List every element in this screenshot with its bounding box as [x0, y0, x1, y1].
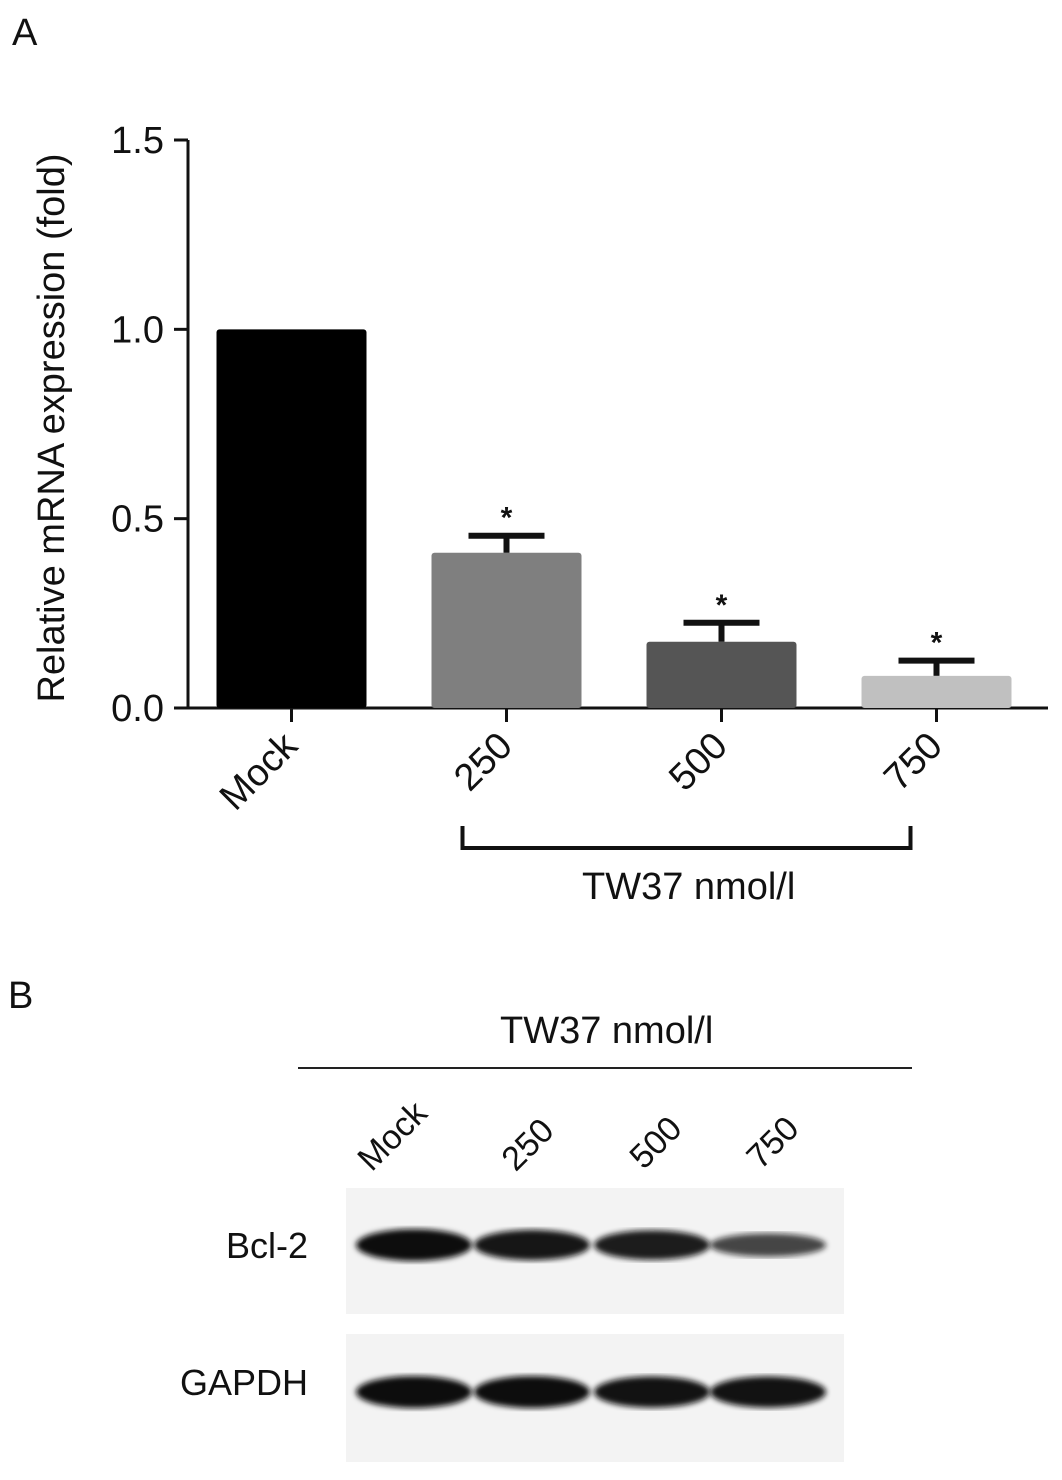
lane-label-mock: Mock: [350, 1093, 435, 1179]
significance-250: *: [501, 502, 513, 535]
blot-label-bcl2: Bcl-2: [225, 1225, 308, 1266]
blot-band-gapdh-250: [474, 1376, 590, 1408]
bar-500: [646, 641, 797, 708]
blot-band-bcl2-750: [710, 1233, 826, 1257]
y-tick-label-3: 1.5: [111, 120, 164, 162]
panel-b-letter: B: [8, 975, 34, 1017]
bar-250: [431, 552, 582, 708]
y-axis-label: Relative mRNA expression (fold): [31, 153, 73, 702]
x-tick-label-500: 500: [661, 725, 736, 800]
blot-header-rule: [298, 1067, 912, 1069]
y-tick-label-0: 0.0: [111, 688, 164, 730]
blot-band-bcl2-250: [474, 1229, 590, 1261]
bar-750: [861, 675, 1012, 708]
significance-500: *: [716, 589, 728, 622]
blot-band-gapdh-500: [594, 1376, 710, 1408]
lane-label-750: 750: [739, 1109, 807, 1177]
lane-label-250: 250: [494, 1111, 562, 1179]
blot-label-gapdh: GAPDH: [179, 1362, 308, 1403]
x-tick-label-750: 750: [876, 725, 951, 800]
blot-band-bcl2-500: [594, 1230, 710, 1260]
x-tick-label-Mock: Mock: [212, 724, 307, 819]
y-tick-label-2: 1.0: [111, 309, 164, 351]
x-tick-label-250: 250: [446, 725, 521, 800]
blot-panel-bcl2: [346, 1188, 844, 1314]
bar-chart: 0.0 0.5 1.0 1.5 Relative mRNA expression (fo…: [31, 120, 1048, 850]
significance-750: *: [931, 627, 943, 660]
blot-panel-gapdh: [346, 1334, 844, 1462]
tw37-group-label: TW37 nmol/l: [582, 866, 796, 908]
blot-band-gapdh-mock: [356, 1376, 472, 1408]
bar-Mock: [216, 329, 367, 708]
tw37-bracket: [460, 826, 913, 850]
lane-label-500: 500: [622, 1109, 690, 1177]
blot-band-bcl2-mock: [356, 1229, 472, 1261]
blot-band-gapdh-750: [710, 1376, 826, 1408]
y-tick-label-1: 0.5: [111, 499, 164, 541]
panel-a-letter: A: [12, 12, 38, 54]
blot-header-label: TW37 nmol/l: [500, 1010, 714, 1052]
